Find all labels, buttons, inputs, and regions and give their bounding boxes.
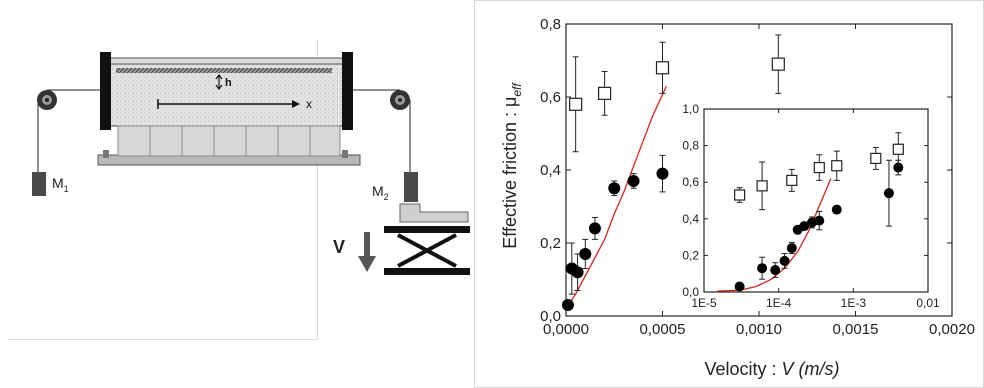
- inset-square-point: [756, 180, 768, 192]
- inset-y-tick-label: 0,4: [682, 212, 699, 226]
- main-y-tick-label: 0,0: [540, 308, 561, 325]
- y-axis-label: Effective friction : μeff: [500, 82, 524, 249]
- main-circle-point: [608, 182, 621, 195]
- main-y-tick-label: 0,2: [540, 235, 561, 252]
- lift-top-bar: [384, 226, 470, 233]
- h-label: h: [225, 77, 232, 89]
- main-x-tick-label: 0,0015: [833, 321, 879, 338]
- base-leg-left: [103, 150, 109, 158]
- main-circle-point: [571, 266, 584, 279]
- inset-circle-point: [734, 281, 745, 292]
- x-label: x: [306, 97, 312, 111]
- main-x-tick-label: 0,0005: [640, 321, 686, 338]
- h-arrow: [215, 74, 223, 90]
- main-x-tick-label: 0,0000: [543, 321, 589, 338]
- main-fit-line: [565, 85, 667, 310]
- inset-square-point: [870, 152, 882, 165]
- post-left: [100, 52, 111, 130]
- inset-x-tick-label: 1E-3: [841, 296, 867, 310]
- main-circle-point: [656, 167, 669, 180]
- scissor-lift: [397, 233, 457, 268]
- inset-circle-point: [779, 255, 790, 266]
- inset-y-tick-label: 0,8: [682, 139, 699, 153]
- main-square-point: [655, 61, 670, 75]
- main-x-tick-label: 0,0020: [929, 321, 975, 338]
- inset-circle-point: [770, 265, 781, 276]
- inset-y-tick-label: 0,0: [682, 285, 699, 299]
- pulley-right: [390, 90, 410, 110]
- inset-square-point: [786, 174, 798, 186]
- base-leg-right: [342, 150, 348, 158]
- v-label: V: [333, 237, 345, 257]
- inset-square-point: [734, 189, 746, 201]
- apparatus-panel: [8, 40, 318, 340]
- inset-circle-point: [893, 162, 904, 173]
- main-circle-point: [561, 299, 574, 312]
- main-y-tick-label: 0,6: [540, 89, 561, 106]
- lift-bottom-bar: [384, 268, 470, 275]
- inset-x-tick-label: 1E-5: [691, 296, 717, 310]
- main-circle-point: [627, 174, 640, 187]
- mass-m2: [404, 172, 418, 202]
- main-square-point: [771, 57, 785, 71]
- main-x-tick-label: 0,0010: [736, 321, 782, 338]
- inset-y-tick-label: 0,6: [682, 175, 699, 189]
- v-arrow-head: [358, 256, 376, 272]
- v-arrow-shaft: [364, 232, 370, 258]
- x-arrow-head: [292, 100, 300, 108]
- m2-label: M2: [372, 183, 389, 202]
- x-axis-label: Velocity : V (m/s): [704, 359, 839, 379]
- inset-y-tick-label: 0,2: [682, 248, 699, 262]
- main-y-tick-label: 0,4: [540, 162, 561, 179]
- mass-m1: [32, 172, 46, 196]
- sliding-plate: [116, 68, 332, 73]
- inset-square-point: [813, 161, 825, 174]
- m1-label: M1: [52, 175, 69, 194]
- inset-y-tick-label: 1,0: [682, 102, 699, 116]
- inset-circle-point: [757, 263, 768, 274]
- inset-circle-point: [786, 243, 797, 254]
- inset-circle-point: [831, 204, 842, 215]
- inset-square-point: [831, 160, 843, 172]
- inset-circle-point: [883, 188, 894, 199]
- main-circle-point: [588, 222, 601, 235]
- main-square-point: [569, 97, 583, 111]
- main-square-point: [597, 86, 612, 100]
- lift-bracket: [399, 203, 469, 223]
- inset-plot: 1E-5 1E-4 1E-3 0,01 0,0 0,2 0,4 0,6 0,8 1,0: [682, 102, 940, 310]
- inset-x-tick-label: 0,01: [916, 296, 940, 310]
- post-right: [342, 52, 353, 130]
- pulley-left: [37, 90, 57, 110]
- inset-circle-point: [799, 221, 810, 232]
- main-circle-point: [579, 247, 592, 260]
- support-blocks: [117, 125, 341, 157]
- inset-x-tick-label: 1E-4: [766, 296, 792, 310]
- main-y-tick-label: 0,8: [540, 16, 561, 33]
- inset-circle-point: [814, 215, 825, 226]
- inset-square-point: [892, 143, 904, 155]
- apparatus-diagram: h x M1 M2 V: [32, 52, 470, 275]
